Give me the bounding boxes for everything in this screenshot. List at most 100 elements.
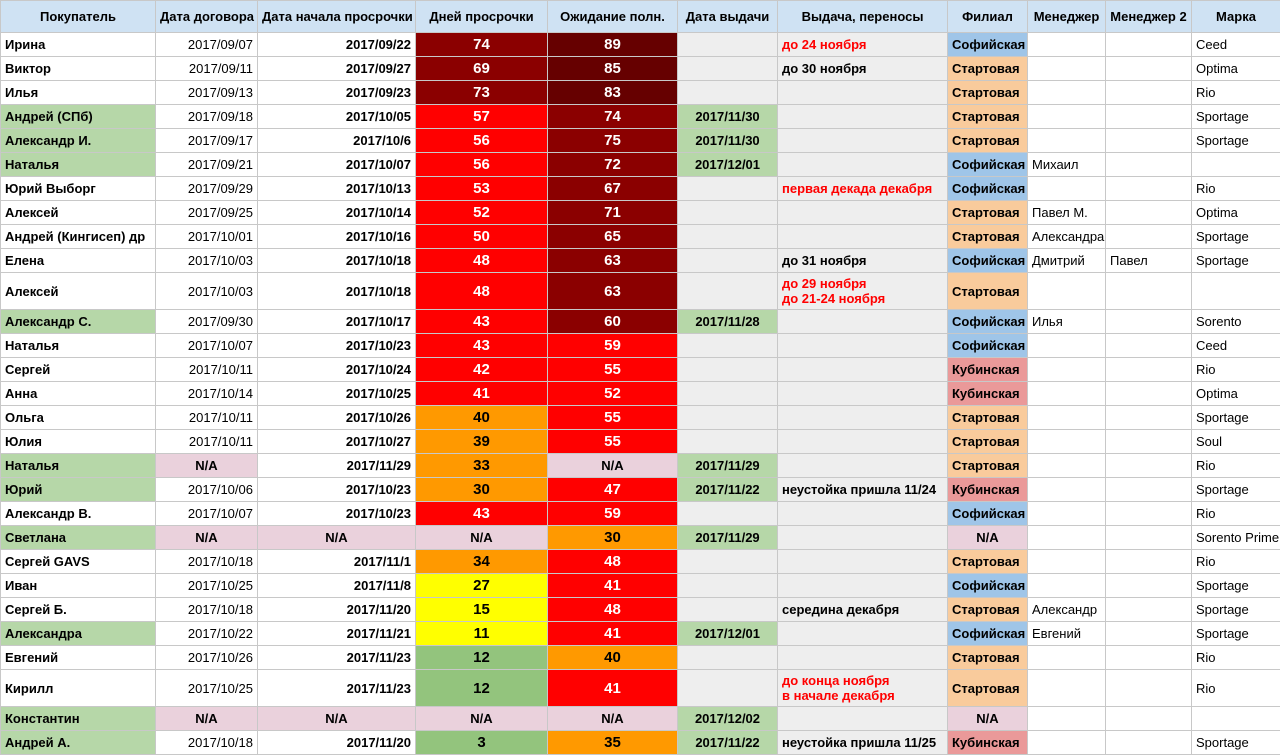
contract-date-cell[interactable]: 2017/09/13 bbox=[156, 81, 258, 105]
manager-2-cell[interactable] bbox=[1106, 550, 1192, 574]
issue-notes-cell[interactable]: до 30 ноября bbox=[778, 57, 948, 81]
overdue-start-cell[interactable]: 2017/11/23 bbox=[258, 670, 416, 707]
branch-cell[interactable]: Софийская bbox=[948, 33, 1028, 57]
overdue-days-cell[interactable]: 33 bbox=[416, 454, 548, 478]
buyer-cell[interactable]: Ирина bbox=[1, 33, 156, 57]
contract-date-cell[interactable]: N/A bbox=[156, 526, 258, 550]
overdue-days-cell[interactable]: 15 bbox=[416, 598, 548, 622]
issue-date-cell[interactable] bbox=[678, 406, 778, 430]
contract-date-cell[interactable]: 2017/10/03 bbox=[156, 249, 258, 273]
wait-total-cell[interactable]: 48 bbox=[548, 550, 678, 574]
brand-cell[interactable]: Rio bbox=[1192, 81, 1280, 105]
manager-cell[interactable] bbox=[1028, 502, 1106, 526]
branch-cell[interactable]: Софийская bbox=[948, 310, 1028, 334]
overdue-days-cell[interactable]: 42 bbox=[416, 358, 548, 382]
issue-notes-cell[interactable] bbox=[778, 201, 948, 225]
issue-notes-cell[interactable]: до 24 ноября bbox=[778, 33, 948, 57]
buyer-cell[interactable]: Анна bbox=[1, 382, 156, 406]
buyer-cell[interactable]: Юрий Выборг bbox=[1, 177, 156, 201]
buyer-cell[interactable]: Константин bbox=[1, 707, 156, 731]
overdue-days-cell[interactable]: 56 bbox=[416, 129, 548, 153]
overdue-start-cell[interactable]: 2017/09/23 bbox=[258, 81, 416, 105]
overdue-start-cell[interactable]: 2017/11/21 bbox=[258, 622, 416, 646]
overdue-days-cell[interactable]: 52 bbox=[416, 201, 548, 225]
manager-2-cell[interactable] bbox=[1106, 81, 1192, 105]
brand-cell[interactable] bbox=[1192, 273, 1280, 310]
manager-cell[interactable] bbox=[1028, 129, 1106, 153]
brand-cell[interactable] bbox=[1192, 707, 1280, 731]
issue-date-cell[interactable] bbox=[678, 81, 778, 105]
issue-date-cell[interactable] bbox=[678, 177, 778, 201]
overdue-days-cell[interactable]: 50 bbox=[416, 225, 548, 249]
wait-total-cell[interactable]: 35 bbox=[548, 731, 678, 755]
contract-date-cell[interactable]: 2017/09/25 bbox=[156, 201, 258, 225]
branch-cell[interactable]: Кубинская bbox=[948, 382, 1028, 406]
overdue-start-cell[interactable]: 2017/10/25 bbox=[258, 382, 416, 406]
wait-total-cell[interactable]: 55 bbox=[548, 430, 678, 454]
manager-2-cell[interactable]: Павел bbox=[1106, 249, 1192, 273]
branch-cell[interactable]: Стартовая bbox=[948, 454, 1028, 478]
branch-cell[interactable]: Кубинская bbox=[948, 358, 1028, 382]
overdue-start-cell[interactable]: 2017/10/17 bbox=[258, 310, 416, 334]
branch-cell[interactable]: Стартовая bbox=[948, 81, 1028, 105]
contract-date-cell[interactable]: 2017/09/07 bbox=[156, 33, 258, 57]
issue-notes-cell[interactable] bbox=[778, 430, 948, 454]
issue-notes-cell[interactable] bbox=[778, 454, 948, 478]
issue-notes-cell[interactable]: неустойка пришла 11/24 bbox=[778, 478, 948, 502]
wait-total-cell[interactable]: 89 bbox=[548, 33, 678, 57]
issue-notes-cell[interactable] bbox=[778, 382, 948, 406]
manager-cell[interactable]: Александр bbox=[1028, 598, 1106, 622]
buyer-cell[interactable]: Елена bbox=[1, 249, 156, 273]
overdue-days-cell[interactable]: 74 bbox=[416, 33, 548, 57]
overdue-start-cell[interactable]: N/A bbox=[258, 707, 416, 731]
brand-cell[interactable]: Sorento Prime bbox=[1192, 526, 1280, 550]
issue-date-cell[interactable] bbox=[678, 574, 778, 598]
brand-cell[interactable]: Sportage bbox=[1192, 731, 1280, 755]
wait-total-cell[interactable]: 55 bbox=[548, 406, 678, 430]
buyer-cell[interactable]: Александра bbox=[1, 622, 156, 646]
issue-notes-cell[interactable] bbox=[778, 574, 948, 598]
wait-total-cell[interactable]: 52 bbox=[548, 382, 678, 406]
buyer-cell[interactable]: Алексей bbox=[1, 201, 156, 225]
overdue-days-cell[interactable]: 43 bbox=[416, 310, 548, 334]
brand-cell[interactable]: Sportage bbox=[1192, 574, 1280, 598]
col-header-contract-date[interactable]: Дата договора bbox=[156, 1, 258, 33]
manager-cell[interactable] bbox=[1028, 382, 1106, 406]
overdue-start-cell[interactable]: 2017/10/27 bbox=[258, 430, 416, 454]
branch-cell[interactable]: Стартовая bbox=[948, 201, 1028, 225]
issue-date-cell[interactable] bbox=[678, 33, 778, 57]
buyer-cell[interactable]: Александр И. bbox=[1, 129, 156, 153]
contract-date-cell[interactable]: 2017/10/18 bbox=[156, 598, 258, 622]
manager-cell[interactable]: Александра bbox=[1028, 225, 1106, 249]
manager-cell[interactable]: Евгений bbox=[1028, 622, 1106, 646]
buyer-cell[interactable]: Юлия bbox=[1, 430, 156, 454]
issue-notes-cell[interactable] bbox=[778, 502, 948, 526]
issue-notes-cell[interactable] bbox=[778, 310, 948, 334]
brand-cell[interactable]: Rio bbox=[1192, 177, 1280, 201]
contract-date-cell[interactable]: 2017/10/25 bbox=[156, 574, 258, 598]
issue-date-cell[interactable] bbox=[678, 670, 778, 707]
issue-notes-cell[interactable] bbox=[778, 358, 948, 382]
manager-cell[interactable] bbox=[1028, 478, 1106, 502]
issue-date-cell[interactable]: 2017/11/28 bbox=[678, 310, 778, 334]
contract-date-cell[interactable]: 2017/09/29 bbox=[156, 177, 258, 201]
contract-date-cell[interactable]: 2017/10/14 bbox=[156, 382, 258, 406]
contract-date-cell[interactable]: 2017/09/18 bbox=[156, 105, 258, 129]
brand-cell[interactable]: Optima bbox=[1192, 201, 1280, 225]
contract-date-cell[interactable]: 2017/09/30 bbox=[156, 310, 258, 334]
wait-total-cell[interactable]: 74 bbox=[548, 105, 678, 129]
issue-date-cell[interactable] bbox=[678, 225, 778, 249]
issue-date-cell[interactable] bbox=[678, 430, 778, 454]
branch-cell[interactable]: Стартовая bbox=[948, 105, 1028, 129]
brand-cell[interactable]: Sorento bbox=[1192, 310, 1280, 334]
manager-cell[interactable] bbox=[1028, 273, 1106, 310]
manager-2-cell[interactable] bbox=[1106, 598, 1192, 622]
